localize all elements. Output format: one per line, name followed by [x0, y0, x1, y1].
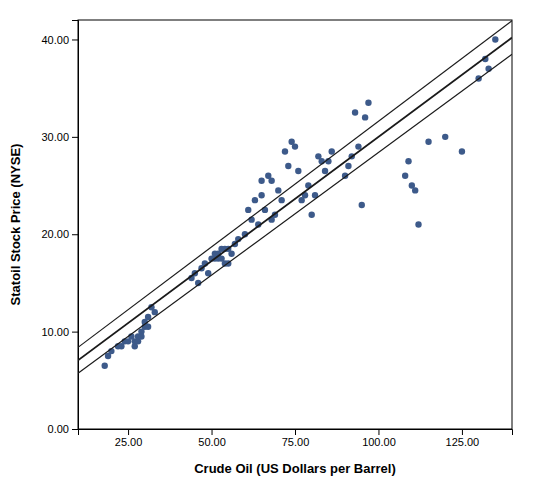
tick: 30.00	[41, 131, 78, 143]
tick-label: 20.00	[41, 228, 69, 240]
regression-line	[78, 21, 512, 348]
scatter-point	[459, 148, 465, 154]
scatter-point	[365, 100, 371, 106]
scatter-point	[402, 173, 408, 179]
scatter-point	[275, 187, 281, 193]
scatter-point	[278, 197, 284, 203]
scatter-point	[492, 36, 498, 42]
tick-label: 125.00	[446, 436, 480, 448]
tick-mark	[212, 429, 213, 435]
plot-frame	[78, 20, 512, 429]
tick: 40.00	[41, 33, 78, 45]
scatter-point	[295, 168, 301, 174]
scatter-point	[308, 212, 314, 218]
axis-line	[72, 21, 79, 430]
tick-mark	[72, 39, 78, 40]
regression-line	[78, 38, 512, 361]
scatter-point	[152, 309, 158, 315]
plot-area: 25.00 50.00 75.00 100.00 125.00 0.00 10.00 20.0…	[8, 20, 513, 476]
scatter-point	[252, 197, 258, 203]
tick-label: 100.00	[362, 436, 396, 448]
scatter-point	[322, 168, 328, 174]
scatter-point	[285, 163, 291, 169]
scatter-point	[362, 114, 368, 120]
scatter-point	[258, 192, 264, 198]
scatter-point	[442, 134, 448, 140]
scatter-point	[245, 207, 251, 213]
scatter-point	[145, 324, 151, 330]
tick-mark	[72, 137, 78, 138]
tick-mark	[462, 429, 463, 435]
tick: 0.00	[48, 423, 78, 435]
tick: 10.00	[41, 326, 78, 338]
tick-label: 50.00	[198, 436, 226, 448]
scatter-point	[228, 251, 234, 257]
y-axis: 0.00 10.00 20.00 30.00 40.00	[41, 21, 78, 436]
tick-mark	[295, 429, 296, 435]
tick: 50.00	[198, 429, 226, 448]
tick: 100.00	[362, 429, 396, 448]
scatter-point	[345, 163, 351, 169]
tick-label: 10.00	[41, 326, 69, 338]
scatter-point	[415, 221, 421, 227]
scatter-point	[258, 177, 264, 183]
x-axis-title: Crude Oil (US Dollars per Barrel)	[194, 461, 396, 476]
tick-mark	[128, 429, 129, 435]
regression-line	[78, 54, 512, 373]
tick-label: 40.00	[41, 33, 69, 45]
tick: 125.00	[446, 429, 480, 448]
scatter-point	[412, 187, 418, 193]
tick-mark	[72, 429, 78, 430]
tick-label: 0.00	[48, 423, 69, 435]
y-axis-title: Statoil Stock Price (NYSE)	[8, 144, 23, 306]
tick-mark	[72, 234, 78, 235]
chart-container: 25.00 50.00 75.00 100.00 125.00 0.00 10.00 20.0…	[0, 0, 534, 487]
tick-mark	[378, 429, 379, 435]
tick: 75.00	[282, 429, 310, 448]
tick-label: 30.00	[41, 131, 69, 143]
scatter-point	[102, 363, 108, 369]
axis-line	[79, 430, 513, 436]
tick: 20.00	[41, 228, 78, 240]
scatter-point	[145, 314, 151, 320]
tick-mark	[72, 332, 78, 333]
chart-svg: 25.00 50.00 75.00 100.00 125.00 0.00 10.00 20.0…	[0, 0, 534, 487]
scatter-points	[102, 36, 499, 369]
scatter-point	[268, 177, 274, 183]
scatter-point	[329, 148, 335, 154]
scatter-point	[405, 158, 411, 164]
scatter-point	[292, 143, 298, 149]
marks	[78, 21, 512, 374]
scatter-point	[138, 333, 144, 339]
scatter-point	[282, 148, 288, 154]
scatter-point	[352, 109, 358, 115]
scatter-point	[355, 143, 361, 149]
x-axis: 25.00 50.00 75.00 100.00 125.00	[79, 429, 513, 448]
scatter-point	[359, 202, 365, 208]
tick-label: 75.00	[282, 436, 310, 448]
tick-label: 25.00	[115, 436, 143, 448]
tick: 25.00	[115, 429, 143, 448]
scatter-point	[425, 139, 431, 145]
